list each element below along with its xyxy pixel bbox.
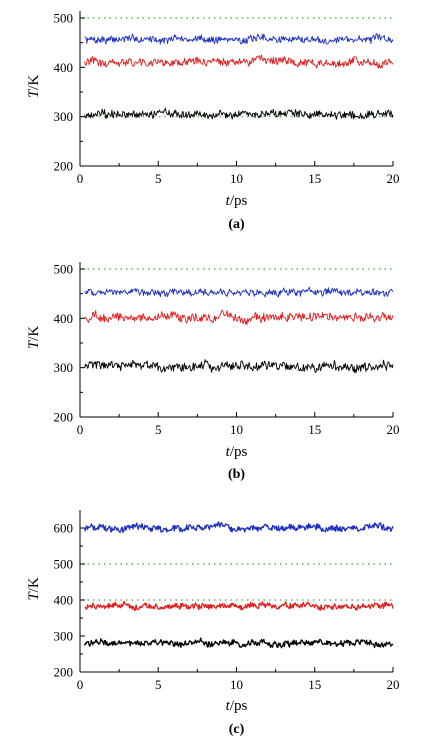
y-tick-label: 500: [54, 11, 74, 26]
y-tick-label: 400: [54, 60, 74, 75]
x-axis-label: t/ps: [226, 698, 248, 714]
x-tick-label: 10: [230, 677, 243, 692]
y-tick-label: 200: [54, 665, 74, 680]
x-tick-label: 15: [308, 422, 321, 437]
series-line: [84, 286, 394, 298]
series-line: [84, 637, 394, 649]
x-tick-label: 5: [155, 171, 162, 186]
series-line: [84, 107, 394, 120]
x-tick-label: 0: [77, 422, 84, 437]
x-tick-label: 0: [77, 171, 84, 186]
x-tick-label: 15: [308, 677, 321, 692]
panel-a: 0 5 10 15 20 200 300 400 500 T/K t/ps (a): [26, 11, 400, 233]
series-line: [84, 54, 394, 69]
series-line: [84, 33, 394, 45]
x-tick-label: 15: [308, 171, 321, 186]
y-axis-label: T/K: [26, 75, 42, 99]
x-axis-label: t/ps: [226, 193, 248, 209]
y-tick-label: 200: [54, 159, 74, 174]
x-tick-label: 0: [77, 677, 84, 692]
x-tick-label: 10: [230, 171, 243, 186]
panel-label: (b): [228, 467, 245, 482]
panel-label: (c): [229, 722, 245, 737]
panel-b: 0 5 10 15 20 200 300 400 500 T/K t/ps (b): [26, 262, 400, 483]
x-tick-label: 10: [230, 422, 243, 437]
panel-label: (a): [228, 217, 245, 232]
y-tick-label: 300: [54, 629, 74, 644]
y-tick-label: 300: [54, 109, 74, 124]
y-axis-label: T/K: [26, 577, 42, 601]
x-axis-label: t/ps: [226, 444, 248, 460]
series-line: [84, 600, 394, 612]
y-tick-label: 400: [54, 311, 74, 326]
series-line: [84, 359, 394, 374]
y-tick-label: 400: [54, 593, 74, 608]
y-tick-label: 500: [54, 557, 74, 572]
x-tick-label: 5: [155, 677, 162, 692]
x-tick-label: 20: [387, 677, 400, 692]
x-tick-label: 5: [155, 422, 162, 437]
series-line: [84, 521, 394, 534]
y-tick-label: 500: [54, 262, 74, 277]
y-tick-label: 300: [54, 360, 74, 375]
series-line: [84, 309, 394, 326]
y-axis-label: T/K: [26, 326, 42, 350]
panel-c: 0 5 10 15 20 200 300 400 500 600 T/K t/ps (c): [26, 510, 400, 737]
y-tick-label: 600: [54, 521, 74, 536]
y-tick-label: 200: [54, 410, 74, 425]
x-tick-label: 20: [387, 171, 400, 186]
x-tick-label: 20: [387, 422, 400, 437]
